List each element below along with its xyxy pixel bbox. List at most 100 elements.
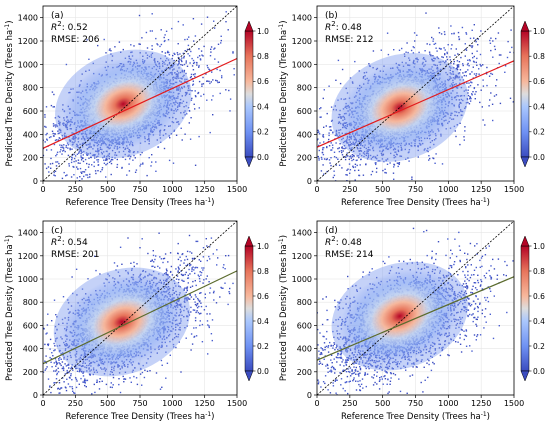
panel-b-scatter-point [338, 113, 340, 116]
panel-a-scatter-point [97, 170, 99, 172]
panel-b-scatter-point [423, 149, 425, 151]
panel-b-scatter-point [337, 99, 339, 101]
panel-a-scatter-point [116, 166, 118, 168]
panel-b-scatter-point [458, 72, 461, 74]
panel-a-scatter-point [93, 161, 95, 163]
panel-b-scatter-point [408, 160, 410, 162]
panel-b-scatter-point [494, 48, 496, 51]
panel-b-scatter-point [359, 153, 361, 155]
panel-a-scatter-point [58, 122, 61, 125]
panel-b-scatter-point [360, 158, 362, 161]
panel-b-scatter-point [461, 114, 463, 116]
panel-b-scatter-point [433, 43, 435, 45]
panel-b-scatter-point [471, 94, 473, 96]
panel-a-scatter-point [166, 57, 168, 60]
panel-a-scatter-point [55, 139, 58, 141]
panel-b-scatter-point [472, 66, 474, 68]
panel-b-scatter-point [342, 147, 344, 150]
panel-a-scatter-point [103, 155, 106, 157]
panel-a-scatter-point [219, 69, 221, 72]
panel-b-scatter-point [417, 156, 419, 158]
panel-a-scatter-point [54, 170, 57, 172]
panel-a-scatter-point [177, 72, 180, 74]
panel-a-scatter-point [151, 13, 153, 15]
panel-a-scatter-point [77, 145, 79, 147]
panel-b-scatter-point [469, 73, 471, 75]
panel-a-scatter-point [69, 139, 72, 142]
panel-b-scatter-point [397, 165, 399, 168]
panel-a-scatter-point [213, 48, 215, 50]
panel-b-scatter-point [376, 154, 379, 157]
panel-b-scatter-point [347, 168, 349, 170]
panel-a-rmse: RMSE: 206 [51, 35, 100, 45]
panel-a-scatter-point [69, 140, 71, 143]
panel-b-scatter-point [369, 154, 372, 157]
panel-a-scatter-point [76, 145, 78, 148]
panel-a-scatter-point [94, 154, 96, 156]
panel-b-scatter-point [433, 57, 435, 59]
panel-b-scatter-point [416, 34, 418, 36]
panel-b-scatter-point [443, 47, 445, 49]
panel-b-scatter-point [469, 60, 471, 62]
panel-b-scatter-point [458, 64, 460, 66]
panel-a-scatter-point [46, 149, 48, 151]
panel-b-scatter-point [320, 107, 322, 109]
panel-b-scatter-point [387, 53, 390, 56]
panel-a-scatter-point [56, 125, 58, 127]
panel-a-scatter-point [211, 99, 213, 101]
panel-b-scatter-point [317, 129, 319, 132]
panel-b-scatter-point [352, 82, 354, 84]
panel-b-scatter-point [427, 147, 429, 150]
panel-a-scatter-point [118, 41, 121, 43]
panel-a-scatter-point [217, 81, 219, 84]
panel-a-scatter-point [105, 159, 107, 161]
panel-a-scatter-point [57, 132, 59, 135]
panel-b-scatter-point [467, 89, 469, 91]
panel-b-scatter-point [500, 54, 502, 56]
panel-a-xlabel-sup: -1 [205, 197, 211, 204]
panel-a-scatter-point [50, 136, 52, 138]
panel-b-scatter-point [335, 132, 338, 134]
panel-a-scatter-point [80, 156, 82, 159]
panel-a-scatter-point [46, 139, 48, 141]
panel-b-scatter-point [358, 156, 360, 159]
panel-a-scatter-point [165, 59, 167, 62]
panel-b-scatter-point [440, 61, 442, 63]
panel-a-scatter-point [181, 69, 183, 72]
panel-a-scatter-point [163, 36, 165, 39]
panel-b-scatter-point [341, 167, 343, 169]
panel-b-scatter-point [323, 173, 325, 175]
panel-a-scatter-point [206, 80, 209, 82]
panel-a-scatter-point [105, 61, 107, 63]
panel-a-scatter-point [219, 92, 221, 95]
panel-b-scatter-point [343, 98, 345, 101]
panel-a-scatter-point [216, 68, 218, 71]
panel-b-scatter-point [371, 156, 374, 158]
panel-b-scatter-point [318, 149, 320, 152]
panel-a-scatter-point [151, 30, 153, 32]
panel-a-scatter-point [97, 153, 100, 155]
panel-b-scatter-point [326, 146, 328, 149]
panel-b-scatter-point [363, 153, 366, 155]
panel-a-scatter-point [151, 45, 153, 47]
panel-a-scatter-point [183, 74, 185, 77]
panel-a-scatter-point [53, 174, 55, 176]
panel-a-scatter-point [101, 169, 103, 171]
panel-a-scatter-point [73, 174, 75, 176]
panel-a-scatter-point [145, 52, 147, 54]
panel-b-scatter-point [480, 65, 482, 67]
panel-a-scatter-point [128, 154, 130, 156]
panel-b-scatter-point [495, 37, 497, 40]
panel-a-scatter-point [232, 52, 234, 54]
panel-b-scatter-point [349, 147, 351, 149]
panel-a-scatter-point [85, 174, 87, 176]
panel-b-scatter-point [489, 42, 492, 44]
panel-a-scatter-point [164, 39, 166, 42]
panel-a-scatter-point [217, 43, 220, 45]
panel-a-scatter-point [192, 69, 195, 71]
panel-a-scatter-point [110, 160, 112, 162]
panel-a-scatter-point [142, 162, 144, 164]
panel-a-scatter-point [81, 151, 83, 154]
panel-a-scatter-point [124, 153, 126, 156]
panel-b-scatter-point [398, 162, 401, 164]
